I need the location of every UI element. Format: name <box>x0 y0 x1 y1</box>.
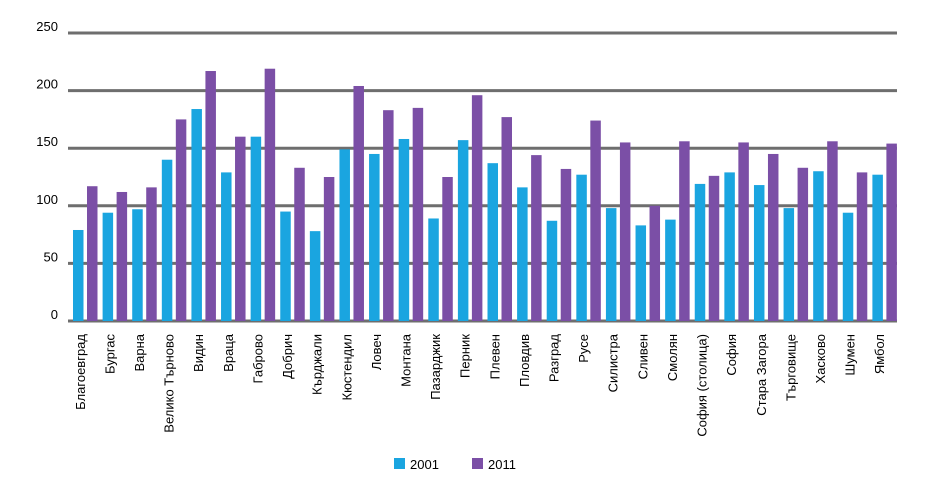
bar-2001-18 <box>605 208 617 321</box>
y-axis: 0 50 100 150 200 250 <box>36 19 58 322</box>
x-tick-label: Монтана <box>398 333 413 387</box>
x-tick-label: София (столица) <box>695 334 710 437</box>
bar-2001-19 <box>635 225 647 321</box>
x-tick-label: Велико Търново <box>162 334 177 433</box>
bar-2011-9 <box>353 85 364 321</box>
x-tick-label: Силистра <box>606 333 621 392</box>
bar-2011-4 <box>205 71 216 322</box>
x-tick-label: Смолян <box>665 334 680 381</box>
bar-2011-0 <box>87 186 98 321</box>
bar-2011-11 <box>412 107 424 321</box>
bar-2001-9 <box>339 149 350 321</box>
y-tick-label: 250 <box>36 19 58 34</box>
x-tick-label: Пловдив <box>517 334 532 387</box>
bar-2001-6 <box>250 136 262 321</box>
bar-2011-3 <box>175 119 187 322</box>
x-tick-label: Благоевград <box>73 334 88 410</box>
legend: 2001 2011 <box>394 457 516 472</box>
bar-2001-12 <box>428 218 439 321</box>
x-tick-label: Пазарджик <box>428 334 443 400</box>
bar-2001-4 <box>191 109 202 321</box>
bars <box>73 68 897 322</box>
y-tick-label: 150 <box>36 134 58 149</box>
bar-2011-18 <box>619 142 631 321</box>
x-tick-label: Ловеч <box>369 334 384 370</box>
x-tick-label: Търговище <box>783 334 798 401</box>
y-tick-label: 0 <box>51 307 58 322</box>
y-tick-label: 200 <box>36 77 58 92</box>
bar-2001-22 <box>724 172 735 321</box>
bar-2001-13 <box>457 140 469 321</box>
x-tick-label: Ямбол <box>872 334 887 374</box>
y-tick-label: 100 <box>36 192 58 207</box>
bar-2001-11 <box>398 138 410 321</box>
bar-2011-6 <box>264 68 276 321</box>
bar-2001-17 <box>576 174 587 321</box>
bar-2001-26 <box>842 212 854 321</box>
x-tick-label: София <box>724 334 739 376</box>
x-tick-label: Бургас <box>102 334 117 375</box>
bar-2011-20 <box>679 141 690 321</box>
bar-2001-5 <box>221 172 232 321</box>
bar-2001-1 <box>102 212 114 321</box>
bar-2011-7 <box>294 167 305 321</box>
legend-label: 2011 <box>488 457 516 472</box>
bar-2001-8 <box>309 231 321 321</box>
x-tick-label: Перник <box>458 334 473 378</box>
bar-2011-10 <box>383 110 394 322</box>
legend-swatch-2001 <box>394 458 405 469</box>
bar-2011-8 <box>323 177 335 321</box>
x-tick-label: Сливен <box>635 334 650 379</box>
bar-2011-15 <box>531 155 542 321</box>
bar-2001-27 <box>872 174 883 321</box>
x-tick-label: Стара Загора <box>754 333 769 415</box>
bar-2001-16 <box>546 220 558 321</box>
bar-2001-10 <box>369 153 380 321</box>
bar-2001-0 <box>73 229 84 321</box>
bar-2011-16 <box>560 168 572 321</box>
x-tick-label: Враца <box>221 333 236 372</box>
bar-2001-7 <box>280 211 291 321</box>
bar-2001-25 <box>813 171 824 321</box>
x-tick-label: Шумен <box>843 334 858 376</box>
bar-2001-15 <box>517 187 528 321</box>
legend-swatch-2011 <box>472 458 483 469</box>
bar-2011-5 <box>235 136 246 321</box>
x-tick-label: Разград <box>547 334 562 382</box>
bar-2001-20 <box>665 219 676 321</box>
x-tick-label: Плевен <box>487 334 502 379</box>
bar-2001-14 <box>487 163 498 321</box>
bar-2011-2 <box>146 187 157 321</box>
bar-2011-22 <box>738 142 749 321</box>
bar-2001-21 <box>694 183 706 321</box>
x-tick-label: Хасково <box>813 334 828 383</box>
bar-2011-21 <box>708 175 720 321</box>
bar-2011-27 <box>886 143 897 321</box>
bar-2011-19 <box>649 205 661 321</box>
x-tick-label: Габрово <box>250 334 265 383</box>
y-tick-label: 50 <box>44 249 58 264</box>
bar-2001-24 <box>783 208 795 321</box>
x-tick-label: Видин <box>191 334 206 372</box>
bar-2011-12 <box>442 177 453 321</box>
bar-2001-3 <box>161 159 173 321</box>
bar-2011-24 <box>797 167 809 321</box>
bar-2011-13 <box>471 95 483 321</box>
bar-2011-1 <box>116 191 128 321</box>
x-tick-label: Кюстендил <box>339 334 354 400</box>
bar-2011-17 <box>590 120 601 321</box>
x-tick-label: Добрич <box>280 334 295 379</box>
bar-2011-23 <box>767 153 779 321</box>
x-tick-label: Русе <box>576 334 591 363</box>
x-tick-label: Варна <box>132 333 147 371</box>
bar-2011-14 <box>501 117 512 321</box>
x-tick-label: Кърджали <box>310 334 325 395</box>
x-axis: Благоевград Бургас Варна Велико Търново Види… <box>73 333 887 436</box>
bar-2011-26 <box>856 172 868 321</box>
bar-2011-25 <box>827 141 838 321</box>
legend-label: 2001 <box>410 457 439 472</box>
bar-2001-23 <box>753 185 765 321</box>
bar-2001-2 <box>132 209 143 321</box>
